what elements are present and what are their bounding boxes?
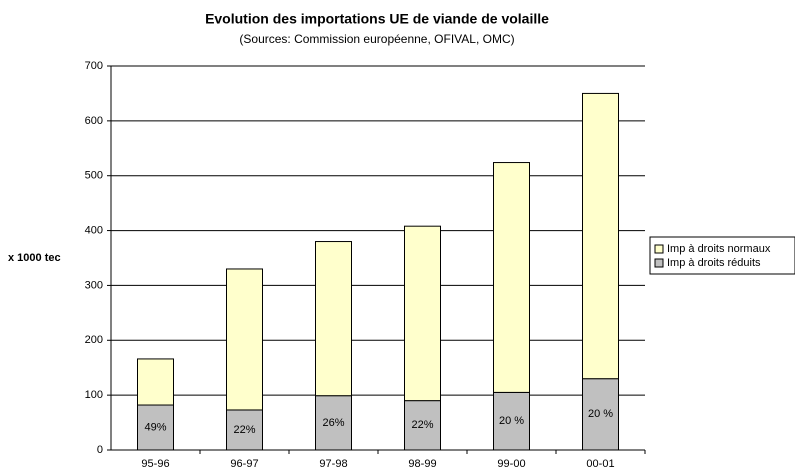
x-tick-label: 95-96 xyxy=(141,458,169,470)
chart-title: Evolution des importations UE de viande … xyxy=(205,11,549,27)
bar-segment xyxy=(226,268,263,411)
bar-segment xyxy=(582,378,619,451)
y-axis-label: x 1000 tec xyxy=(8,252,61,264)
y-tick-label: 0 xyxy=(97,444,103,456)
bar-annotation: 22% xyxy=(411,419,433,431)
bar-segment xyxy=(493,162,530,393)
y-tick-label: 100 xyxy=(85,389,103,401)
legend-label: Imp à droits normaux xyxy=(667,243,771,255)
bar-segment xyxy=(404,225,441,402)
legend-swatch xyxy=(654,244,664,254)
legend-label: Imp à droits réduits xyxy=(667,257,761,269)
bar-segment xyxy=(137,358,174,406)
y-tick-label: 700 xyxy=(85,60,103,72)
bar-annotation: 20 % xyxy=(499,415,524,427)
y-tick-label: 200 xyxy=(85,334,103,346)
x-tick-label: 99-00 xyxy=(497,458,525,470)
x-tick-label: 96-97 xyxy=(230,458,258,470)
y-tick-label: 500 xyxy=(85,170,103,182)
bar-annotation: 20 % xyxy=(588,408,613,420)
x-tick-label: 98-99 xyxy=(408,458,436,470)
legend-box xyxy=(649,236,795,275)
y-tick-label: 600 xyxy=(85,115,103,127)
bar-segment xyxy=(226,409,263,451)
y-tick-label: 300 xyxy=(85,279,103,291)
legend-swatch xyxy=(654,258,664,268)
bar-segment xyxy=(404,400,441,451)
bar-annotation: 49% xyxy=(144,421,166,433)
y-tick-label: 400 xyxy=(85,224,103,236)
bar-segment xyxy=(582,92,619,380)
x-tick-label: 97-98 xyxy=(319,458,347,470)
bar-segment xyxy=(493,391,530,451)
x-tick-label: 00-01 xyxy=(586,458,614,470)
chart-subtitle: (Sources: Commission européenne, OFIVAL,… xyxy=(239,32,514,46)
bar-annotation: 26% xyxy=(322,417,344,429)
bar-annotation: 22% xyxy=(233,424,255,436)
bar-segment xyxy=(315,241,352,397)
